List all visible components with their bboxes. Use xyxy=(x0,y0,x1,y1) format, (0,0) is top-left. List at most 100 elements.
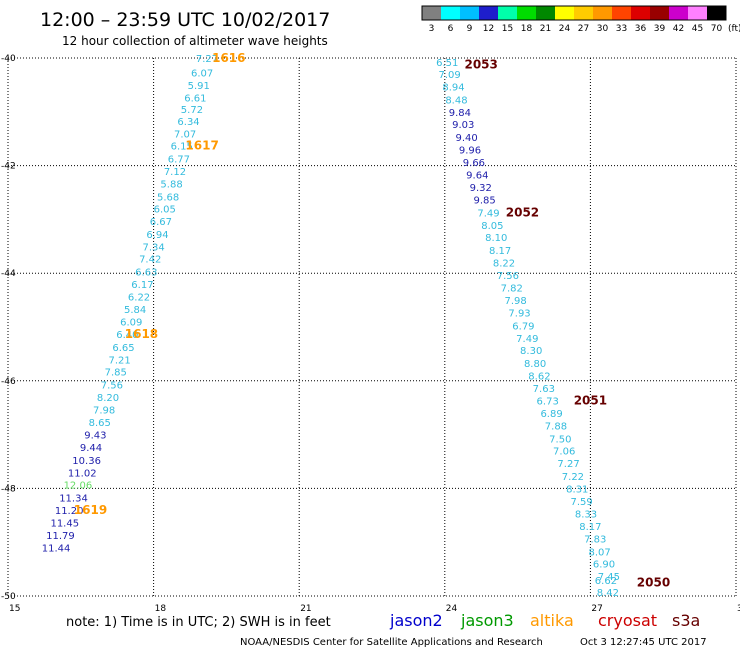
y-tick-label: -48 xyxy=(1,484,16,494)
wave-height-value: 5.68 xyxy=(157,192,179,203)
wave-height-value: 7.98 xyxy=(93,405,115,416)
wave-height-value: 8.10 xyxy=(485,233,507,244)
orbit-number-label: 2052 xyxy=(506,205,539,219)
wave-height-value: 7.45 xyxy=(598,572,620,583)
color-scale-label: 30 xyxy=(597,24,609,34)
wave-height-value: 6.94 xyxy=(146,230,168,241)
wave-height-value: 9.44 xyxy=(80,443,102,454)
color-scale-swatch xyxy=(441,6,460,20)
y-tick-label: -44 xyxy=(1,269,16,279)
wave-height-value: 8.62 xyxy=(528,371,550,382)
generation-timestamp: Oct 3 12:27:45 UTC 2017 xyxy=(580,637,707,648)
wave-height-value: 7.63 xyxy=(533,384,555,395)
color-scale-unit: (ft) xyxy=(728,24,740,34)
wave-height-value: 7.56 xyxy=(497,271,519,282)
wave-height-value: 8.17 xyxy=(489,246,511,257)
color-scale-swatch xyxy=(422,6,441,20)
wave-height-value: 7.49 xyxy=(477,208,499,219)
wave-height-value: 6.62 xyxy=(595,576,617,587)
color-scale-label: 9 xyxy=(467,24,473,34)
y-tick-label: -42 xyxy=(1,162,16,172)
wave-height-value: 7.12 xyxy=(164,167,186,178)
color-scale-label: 36 xyxy=(635,24,647,34)
wave-height-value: 11.34 xyxy=(59,494,88,505)
wave-height-value: 9.96 xyxy=(459,145,481,156)
wave-height-value: 8.80 xyxy=(524,359,546,370)
wave-height-value: 9.40 xyxy=(456,133,478,144)
wave-height-value: 7.09 xyxy=(439,70,461,81)
x-tick-label: 24 xyxy=(446,604,458,614)
wave-height-value: 6.79 xyxy=(512,321,534,332)
wave-height-value: 7.88 xyxy=(545,421,567,432)
color-scale-swatch xyxy=(479,6,498,20)
chart-subtitle: 12 hour collection of altimeter wave hei… xyxy=(62,34,328,48)
wave-height-value: 11.79 xyxy=(46,531,75,542)
color-scale-label: 12 xyxy=(483,24,494,34)
wave-height-value: 6.51 xyxy=(436,58,458,69)
color-scale-swatch xyxy=(517,6,536,20)
wave-height-value: 8.05 xyxy=(481,221,503,232)
color-scale-label: 70 xyxy=(711,24,723,34)
color-scale-swatch xyxy=(555,6,574,20)
orbit-number-label: 1617 xyxy=(185,139,218,153)
credit-line: NOAA/NESDIS Center for Satellite Applica… xyxy=(240,637,543,648)
wave-height-value: 6.67 xyxy=(150,217,172,228)
wave-height-value: 11.20 xyxy=(55,506,84,517)
wave-height-value: 11.02 xyxy=(68,468,97,479)
orbit-number-label: 2053 xyxy=(464,57,497,71)
wave-height-value: 7.83 xyxy=(584,534,606,545)
x-tick-label: 21 xyxy=(300,604,311,614)
wave-height-value: 7.50 xyxy=(549,434,571,445)
satellite-legend-entry: jason2 xyxy=(389,611,443,630)
wave-height-value: 8.20 xyxy=(97,393,119,404)
satellite-legend-entry: s3a xyxy=(672,611,700,630)
wave-height-value: 5.72 xyxy=(181,105,203,116)
axis-tick-labels: 15 18 21 24 27 30 -40 -42 -44 -46 -48 -50 xyxy=(1,54,740,614)
color-scale-label: 6 xyxy=(448,24,454,34)
wave-height-value: 7.82 xyxy=(501,284,523,295)
orbit-number-label: 1616 xyxy=(212,51,245,65)
wave-height-value: 6.40 xyxy=(116,330,138,341)
wave-height-value: 6.09 xyxy=(120,318,142,329)
footnote: note: 1) Time is in UTC; 2) SWH is in fe… xyxy=(66,615,331,630)
color-scale-swatch xyxy=(669,6,688,20)
chart-title: 12:00 – 23:59 UTC 10/02/2017 xyxy=(40,9,330,31)
wave-height-value: 6.22 xyxy=(128,292,150,303)
y-tick-label: -46 xyxy=(1,377,16,387)
color-scale-swatch xyxy=(612,6,631,20)
color-scale-swatch xyxy=(650,6,669,20)
wave-height-value: 9.43 xyxy=(84,431,106,442)
color-scale-swatch xyxy=(707,6,726,20)
wave-height-value: 8.17 xyxy=(579,522,601,533)
wave-height-value: 7.22 xyxy=(562,472,584,483)
wave-height-value: 5.84 xyxy=(124,305,146,316)
wave-height-value: 8.65 xyxy=(89,418,111,429)
wave-height-value: 6.07 xyxy=(191,69,213,80)
wave-height-value: 8.42 xyxy=(597,588,619,599)
wave-height-value: 9.85 xyxy=(473,195,495,206)
map-grid xyxy=(7,57,737,597)
x-tick-label: 27 xyxy=(591,604,602,614)
wave-height-value: 12.06 xyxy=(64,481,93,492)
wave-height-value: 7.21 xyxy=(108,355,130,366)
wave-height-value: 8.31 xyxy=(566,484,588,495)
wave-height-value: 6.73 xyxy=(537,397,559,408)
x-tick-label: 18 xyxy=(155,604,167,614)
wave-height-value: 8.22 xyxy=(493,258,515,269)
wave-height-value: 6.90 xyxy=(593,560,615,571)
wave-height-value: 11.44 xyxy=(42,544,71,555)
color-scale-label: 24 xyxy=(559,24,571,34)
orbit-number-labels: 1616 1617 1618 1619 2053 2052 2051 2050 xyxy=(74,51,670,590)
wave-height-values: 7.27 6.075.916.615.726.347.07 6.15 6.777.12… xyxy=(42,54,620,599)
wave-height-value: 7.27 xyxy=(196,54,218,65)
satellite-legend-entry: cryosat xyxy=(598,611,657,630)
wave-height-value: 9.84 xyxy=(449,108,471,119)
color-scale-label: 18 xyxy=(521,24,533,34)
color-scale-label: 45 xyxy=(692,24,703,34)
wave-height-value: 5.88 xyxy=(160,179,182,190)
color-scale-border xyxy=(421,5,727,21)
wave-height-value: 6.89 xyxy=(540,409,562,420)
orbit-number-label: 1618 xyxy=(125,327,158,341)
x-tick-label: 30 xyxy=(737,604,740,614)
satellite-legend-entry: jason3 xyxy=(460,611,514,630)
